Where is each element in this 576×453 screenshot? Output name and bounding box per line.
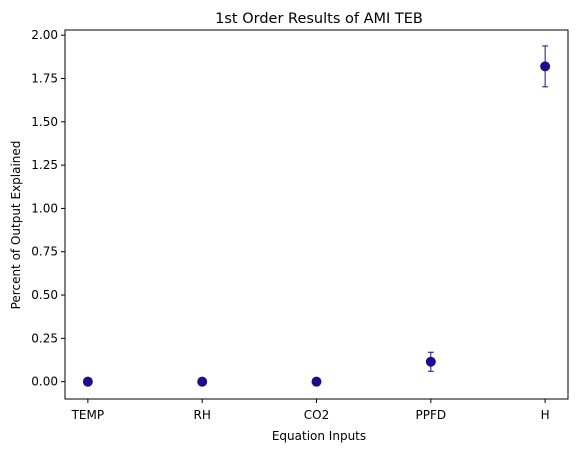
data-point: [312, 377, 322, 387]
y-tick-label: 1.50: [31, 115, 58, 129]
plot-area: 0.00 0.25 0.50 0.75 1.00 1.25 1.50 1.75 2.00 TEMP…: [31, 28, 568, 422]
y-tick-label: 0.25: [31, 331, 58, 345]
y-tick-label: 0.00: [31, 375, 58, 389]
chart-title: 1st Order Results of AMI TEB: [215, 11, 423, 27]
y-tick-label: 0.75: [31, 245, 58, 259]
y-tick-label: 1.75: [31, 72, 58, 86]
x-tick-label: PPFD: [416, 408, 447, 422]
y-tick-label: 0.50: [31, 288, 58, 302]
data-point: [426, 357, 436, 367]
x-tick-label: TEMP: [71, 408, 105, 422]
data-point: [197, 377, 207, 387]
y-tick-label: 1.00: [31, 201, 58, 215]
x-tick-label: H: [541, 408, 550, 422]
y-tick-label: 1.25: [31, 158, 58, 172]
y-tick-label: 2.00: [31, 28, 58, 42]
x-tick-label: RH: [193, 408, 210, 422]
data-point: [540, 61, 550, 71]
x-tick-label: CO2: [304, 408, 329, 422]
plot-frame: [65, 30, 568, 399]
data-point: [83, 377, 93, 387]
x-axis-label: Equation Inputs: [272, 429, 366, 443]
y-axis-label: Percent of Output Explained: [9, 141, 23, 310]
